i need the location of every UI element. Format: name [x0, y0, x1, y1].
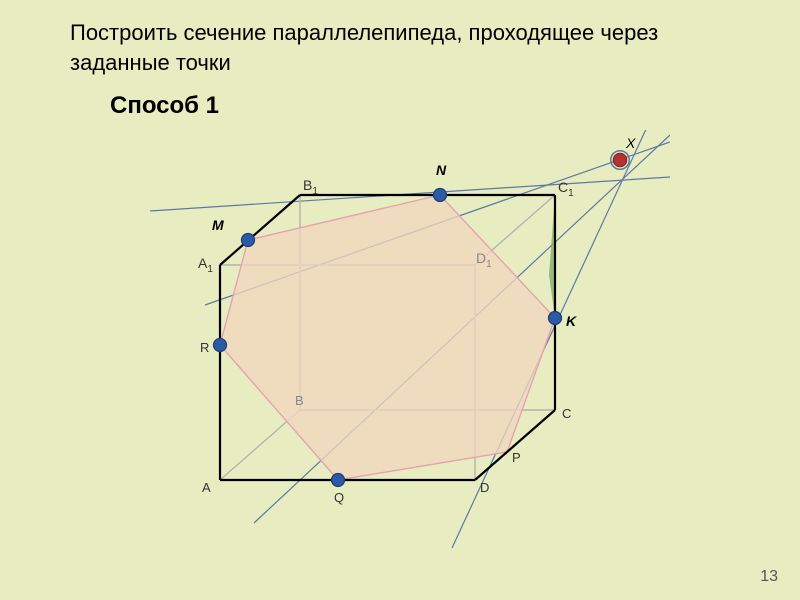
slide: Построить сечение параллелепипеда, прохо… — [0, 0, 800, 600]
task-text: Построить сечение параллелепипеда, прохо… — [70, 18, 750, 77]
svg-text:A: A — [202, 480, 211, 495]
svg-text:B: B — [295, 393, 304, 408]
diagram: ADBCA1D1B1C1MNKPQRX — [150, 130, 670, 560]
svg-text:Q: Q — [334, 490, 344, 505]
svg-text:P: P — [512, 450, 521, 465]
svg-text:C: C — [562, 406, 571, 421]
svg-text:C1: C1 — [558, 179, 574, 199]
svg-text:K: K — [566, 313, 577, 329]
svg-text:M: M — [212, 217, 224, 233]
svg-text:A1: A1 — [198, 255, 213, 275]
svg-text:N: N — [436, 162, 447, 178]
svg-text:R: R — [200, 340, 209, 355]
svg-text:X: X — [625, 135, 636, 151]
method-title: Способ 1 — [110, 92, 219, 120]
svg-text:D: D — [480, 480, 489, 495]
page-number: 13 — [760, 568, 778, 586]
